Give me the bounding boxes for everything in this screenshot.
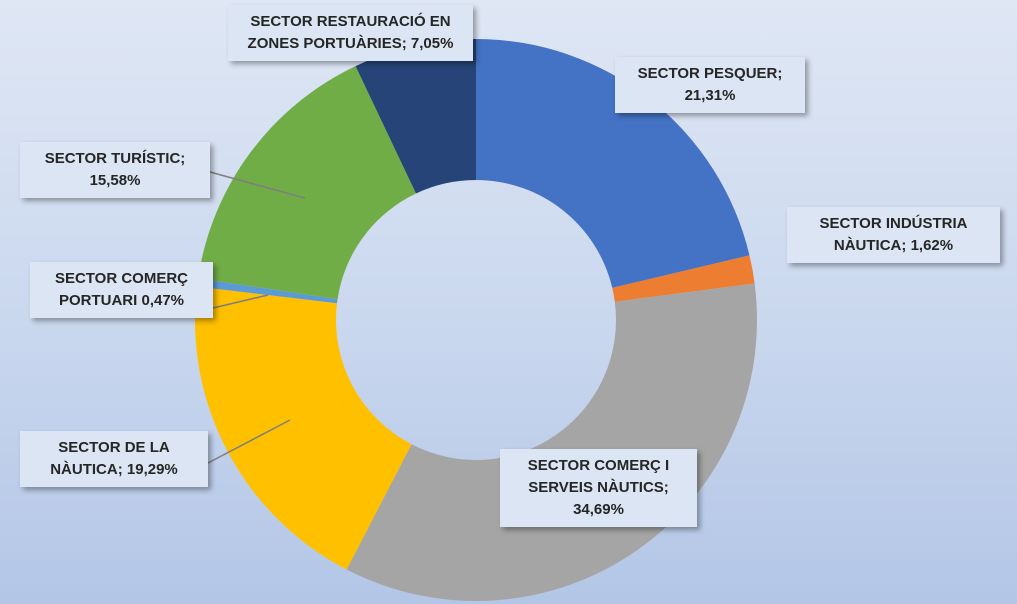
data-label: SECTOR INDÚSTRIA NÀUTICA; 1,62% [787,207,1000,263]
slice [476,39,750,288]
label-value: 15,58% [89,172,141,189]
slice [346,283,757,601]
data-label: SECTOR COMERÇ I SERVEIS NÀUTICS; 34,69% [500,449,697,527]
label-name: SECTOR COMERÇ I SERVEIS NÀUTICS; [527,457,670,496]
leader-line [209,171,306,199]
slice [198,66,416,300]
label-name: SECTOR COMERÇ PORTUARI [54,270,189,309]
slice [195,286,412,570]
leader-line [207,419,291,464]
data-label: SECTOR TURÍSTIC; 15,58% [20,142,210,198]
label-name: SECTOR RESTAURACIÓ EN ZONES PORTUÀRIES; [247,13,451,52]
leader-line [212,294,269,309]
slice [355,39,476,194]
label-value: 1,62% [910,237,954,254]
label-value: 19,29% [126,461,178,478]
label-name: SECTOR PESQUER; [637,65,783,82]
data-label: SECTOR COMERÇ PORTUARI 0,47% [30,262,213,318]
slice [197,278,338,304]
label-name: SECTOR TURÍSTIC; [44,150,186,167]
label-value: 34,69% [573,501,624,518]
label-name: SECTOR DE LA NÀUTICA; [50,439,170,478]
label-value: 7,05% [410,35,454,52]
data-label: SECTOR DE LA NÀUTICA; 19,29% [20,431,208,487]
slice [612,255,755,302]
label-name: SECTOR INDÚSTRIA NÀUTICA; [819,215,968,254]
data-label: SECTOR PESQUER; 21,31% [615,57,805,113]
label-value: 21,31% [684,87,736,104]
label-value: 0,47% [141,292,185,309]
data-label: SECTOR RESTAURACIÓ EN ZONES PORTUÀRIES; … [228,5,473,61]
